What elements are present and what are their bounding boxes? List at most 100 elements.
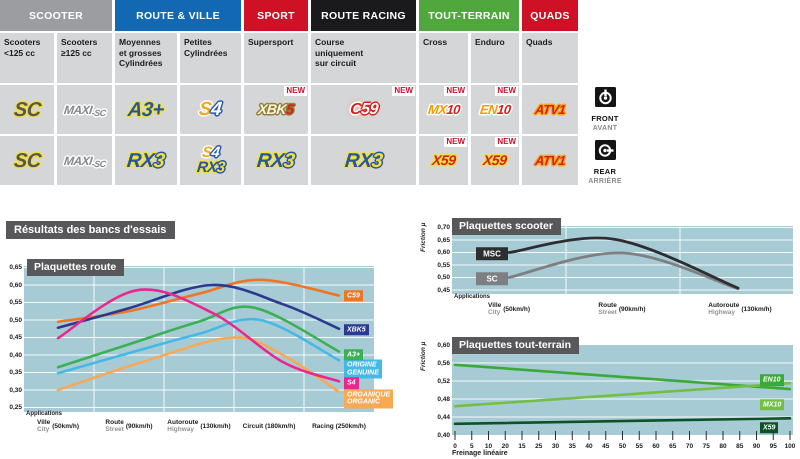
product-logo: RX3 (343, 149, 384, 172)
rear-label: REAR (593, 167, 617, 176)
arriere-label: ARRIÈRE (588, 178, 622, 185)
product-cell-rear: NEW X59 (419, 136, 468, 185)
product-logo: RX3 (126, 149, 166, 172)
product-cell-rear: SC (0, 136, 54, 185)
series-label-MX10: MX10 (760, 399, 785, 411)
y-tick-label: 0,35 (9, 369, 22, 376)
product-cell-front: NEW MX10 (419, 85, 468, 134)
tt-chart-title: Plaquettes tout-terrain (452, 337, 580, 354)
product-cell-front: MAXI-SC (57, 85, 112, 134)
x-tick-label: 60 (652, 443, 660, 450)
tt-y-axis-title: Friction µ (420, 341, 427, 371)
product-logo: MAXI-SC (62, 153, 106, 169)
product-logo: EN10 (478, 101, 512, 117)
front-label: FRONT (591, 114, 619, 123)
new-badge: NEW (444, 137, 467, 147)
route-chart (24, 266, 374, 412)
category-header-sport: SPORT (244, 0, 308, 31)
y-tick-label: 0,56 (437, 359, 450, 367)
category-header-tout-terrain: TOUT-TERRAIN (419, 0, 519, 31)
product-logo: RX3 (256, 149, 296, 172)
x-tick-label: 100 (785, 443, 796, 450)
x-label: Ville City (50km/h) (37, 419, 79, 433)
x-tick-label: 45 (602, 443, 610, 450)
new-badge: NEW (392, 86, 415, 96)
subheader-cell: Petites Cylindrées (180, 33, 241, 83)
x-tick-label: 30 (552, 443, 560, 450)
y-tick-label: 0,40 (437, 431, 450, 439)
avant-label: AVANT (592, 125, 618, 132)
series-line-A3+ (56, 305, 341, 369)
scooter-chart (452, 226, 793, 294)
subheader-cell: Scooters ≥125 cc (57, 33, 112, 83)
x-tick-label: 25 (535, 443, 543, 450)
front-axle-legend: FRONT AVANT (585, 87, 625, 132)
product-logo: MAXI-SC (62, 102, 106, 118)
x-tick-label: 95 (770, 443, 778, 450)
x-tick-label: 75 (703, 443, 711, 450)
category-header-route-racing: ROUTE RACING (311, 0, 416, 31)
series-label-SC: SC (476, 272, 508, 286)
y-tick-label: 0,25 (9, 404, 22, 411)
tt-x-axis-title: Freinage linéaire (452, 450, 508, 457)
product-cell-front: SC (0, 85, 54, 134)
y-tick-label: 0,70 (437, 224, 450, 231)
y-tick-label: 0,55 (9, 299, 22, 306)
product-logo: SC (12, 98, 42, 121)
product-logo: RX3 (195, 159, 226, 176)
product-logo: SC (12, 149, 42, 172)
x-tick-label: 35 (569, 443, 577, 450)
product-logo: XBK5 (257, 100, 295, 117)
product-logo: C59 (348, 100, 379, 118)
x-label-single: Circuit (180km/h) (242, 423, 296, 430)
x-label: Ville City (50km/h) (488, 302, 530, 316)
x-label: Autoroute Highway (130km/h) (708, 302, 772, 316)
product-table: SCOOTER ROUTE & VILLE SPORT ROUTE RACING TOU… (0, 0, 578, 185)
y-tick-label: 0,30 (9, 386, 22, 394)
results-section-title: Résultats des bancs d'essais (6, 221, 176, 239)
product-cell-front: NEW EN10 (471, 85, 519, 134)
series-line-ORIGINE (56, 317, 341, 375)
y-tick-label: 0,65 (9, 264, 22, 271)
series-line-XBK5 (56, 283, 341, 331)
product-cell-front: NEW XBK5 (244, 85, 308, 134)
product-cell-rear: RX3 (244, 136, 308, 185)
subheader-cell: Supersport (244, 33, 308, 83)
series-label-X59: X59 (760, 422, 779, 434)
x-tick-label: 80 (719, 443, 727, 450)
y-tick-label: 0,44 (437, 413, 450, 421)
subheader-cell: Moyennes et grosses Cylindrées (115, 33, 177, 83)
y-tick-label: 0,40 (9, 351, 22, 359)
series-line-X59 (453, 417, 792, 426)
series-label-C59: C59 (344, 289, 363, 302)
series-label-XBK5: XBK5 (344, 324, 369, 336)
product-cell-rear: S4 RX3 (180, 136, 241, 185)
new-badge: NEW (495, 86, 518, 96)
x-label-single: Racing (250km/h) (312, 423, 366, 430)
series-line-MX10 (453, 381, 792, 408)
product-cell-front: A3+ (115, 85, 177, 134)
x-tick-label: 40 (585, 443, 593, 450)
front-brake-disc-icon (594, 87, 616, 107)
product-cell-front: S4 (180, 85, 241, 134)
new-badge: NEW (284, 86, 307, 96)
scooter-chart-title: Plaquettes scooter (452, 218, 561, 235)
category-header-scooter: SCOOTER (0, 0, 112, 31)
product-logo: X59 (482, 151, 508, 168)
route-y-axis-title: Friction µ (0, 259, 1, 295)
y-tick-label: 0,50 (437, 274, 450, 281)
subheader-cell: Quads (522, 33, 578, 83)
series-line-EN10 (453, 363, 792, 391)
subheader-cell: Enduro (471, 33, 519, 83)
product-logo: ATV1 (534, 152, 566, 168)
y-tick-label: 0,55 (437, 261, 450, 269)
x-tick-label: 10 (485, 443, 493, 450)
y-tick-label: 0,50 (9, 316, 22, 324)
category-header-quads: QUADS (522, 0, 578, 31)
rear-brake-disc-icon (594, 140, 616, 160)
product-logo: ATV1 (534, 101, 566, 117)
x-label: Autoroute Highway (130km/h) (167, 419, 231, 433)
series-label-A3+: A3+ (344, 348, 364, 361)
series-line-S4 (56, 288, 341, 383)
